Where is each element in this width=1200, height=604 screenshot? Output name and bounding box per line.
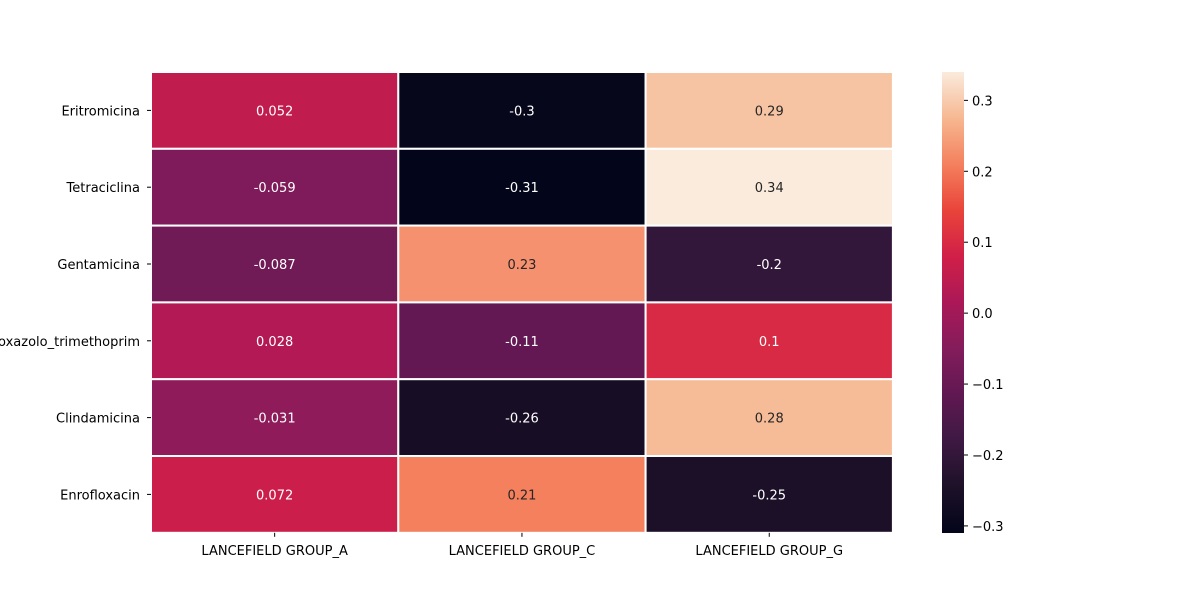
y-tick-label: Enrofloxacin <box>60 488 140 503</box>
cell-value-label: 0.23 <box>507 258 536 273</box>
heatmap-cell <box>397 455 647 534</box>
heatmap-cell <box>644 301 894 381</box>
cell-value-label: -0.031 <box>254 412 296 427</box>
cell-value-label: 0.052 <box>256 104 293 119</box>
cell-value-label: -0.087 <box>254 258 296 273</box>
heatmap-cell <box>150 301 400 381</box>
heatmap-cell <box>644 147 894 227</box>
colorbar-tick-label: −0.2 <box>972 449 1004 464</box>
cell-value-label: -0.059 <box>254 181 296 196</box>
cell-value-label: 0.028 <box>256 335 293 350</box>
y-tick-label: Eritromicina <box>61 104 140 119</box>
y-tick-label: Sulfametoxazolo_trimethoprim <box>0 335 140 350</box>
cell-value-label: -0.25 <box>752 488 786 503</box>
cell-value-label: 0.1 <box>759 335 780 350</box>
cell-value-label: -0.31 <box>505 181 539 196</box>
x-tick-label: LANCEFIELD GROUP_G <box>695 544 843 559</box>
x-tick-label: LANCEFIELD GROUP_C <box>449 544 596 559</box>
colorbar-tick-label: 0.2 <box>972 165 993 180</box>
cell-value-label: 0.34 <box>755 181 784 196</box>
heatmap-cell <box>397 378 647 458</box>
colorbar-gradient <box>942 72 964 533</box>
cell-value-label: 0.21 <box>507 488 536 503</box>
colorbar: −0.3 −0.2 −0.1 0.0 0.1 0.2 0.3 <box>942 72 1004 535</box>
heatmap-cell <box>150 71 400 150</box>
heatmap-cell <box>397 71 647 150</box>
cell-value-label: -0.3 <box>509 104 534 119</box>
cell-value-label: -0.26 <box>505 412 539 427</box>
colorbar-tick-label: 0.3 <box>972 94 993 109</box>
heatmap-cell <box>644 71 894 150</box>
colorbar-tick-label: −0.3 <box>972 520 1004 535</box>
heatmap-cell-labels: 0.052 -0.3 0.29 -0.059 -0.31 0.34 -0.087 0.23 -0… <box>254 104 786 503</box>
heatmap-cells <box>150 71 894 534</box>
y-tick-label: Clindamicina <box>56 412 140 427</box>
heatmap-cell <box>644 455 894 534</box>
colorbar-tick-label: 0.1 <box>972 236 993 251</box>
colorbar-tick-label: −0.1 <box>972 378 1004 393</box>
cell-value-label: 0.28 <box>755 412 784 427</box>
cell-value-label: -0.2 <box>757 258 782 273</box>
y-axis: Eritromicina Tetraciclina Gentamicina Sulfa… <box>0 104 151 503</box>
cell-value-label: 0.29 <box>755 104 784 119</box>
cell-value-label: 0.072 <box>256 488 293 503</box>
heatmap-cell <box>397 224 647 304</box>
cell-value-label: -0.11 <box>505 335 539 350</box>
x-tick-label: LANCEFIELD GROUP_A <box>201 544 348 559</box>
colorbar-tick-label: 0.0 <box>972 307 993 322</box>
y-tick-label: Gentamicina <box>57 258 140 273</box>
x-axis: LANCEFIELD GROUP_A LANCEFIELD GROUP_C LANC… <box>201 532 843 559</box>
y-tick-label: Tetraciclina <box>66 181 140 196</box>
